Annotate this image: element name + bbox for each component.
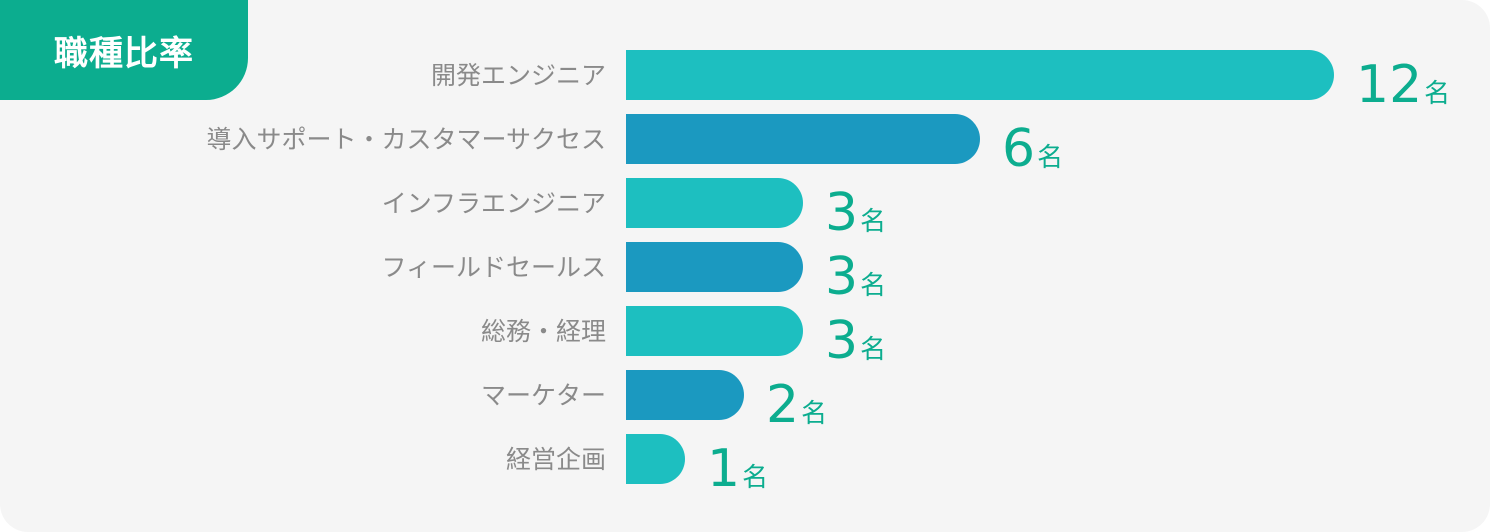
value-unit: 名 [860,271,886,301]
category-label: 導入サポート・カスタマーサクセス [206,125,606,154]
bar [626,306,803,356]
value-number: 2 [766,375,799,435]
value-unit: 名 [860,335,886,365]
value-label: 3名 [825,311,886,371]
bar [626,178,803,228]
value-number: 12 [1356,55,1422,115]
value-unit: 名 [801,399,827,429]
value-unit: 名 [860,207,886,237]
category-label: マーケター [481,381,606,410]
value-number: 1 [707,439,740,499]
value-label: 12名 [1356,55,1450,115]
value-number: 3 [825,183,858,243]
bar [626,50,1334,100]
value-number: 3 [825,311,858,371]
bar [626,370,744,420]
category-label: 経営企画 [506,445,606,474]
value-label: 3名 [825,183,886,243]
value-label: 3名 [825,247,886,307]
category-label: フィールドセールス [381,253,606,282]
bar [626,242,803,292]
value-label: 1名 [707,439,768,499]
chart-title: 職種比率 [0,0,248,100]
value-number: 3 [825,247,858,307]
value-unit: 名 [742,463,768,493]
category-label: 開発エンジニア [431,61,606,90]
value-label: 2名 [766,375,827,435]
value-number: 6 [1002,119,1035,179]
value-label: 6名 [1002,119,1063,179]
bar [626,434,685,484]
category-label: 総務・経理 [481,317,606,346]
bar [626,114,980,164]
value-unit: 名 [1424,79,1450,109]
category-label: インフラエンジニア [382,189,606,218]
value-unit: 名 [1037,143,1063,173]
